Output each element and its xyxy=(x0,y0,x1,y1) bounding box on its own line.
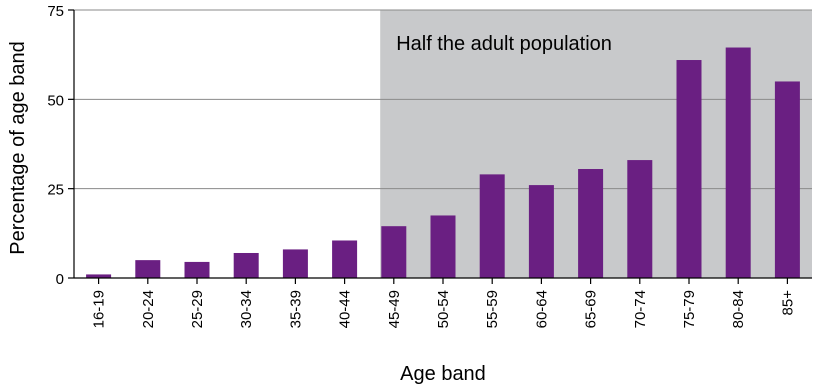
highlight-annotation: Half the adult population xyxy=(396,33,612,55)
y-tick-label: 75 xyxy=(47,3,64,20)
x-tick-label: 25-29 xyxy=(189,290,206,328)
x-tick-label: 45-49 xyxy=(386,290,403,328)
bar-25-29 xyxy=(184,261,210,278)
bar-30-34 xyxy=(233,252,259,278)
bar-20-24 xyxy=(135,260,161,278)
x-tick-label: 20-24 xyxy=(140,290,157,328)
x-ticks: 16-19 20-24 25-29 30-34 35-39 40-44 45-49 50-54… xyxy=(91,278,796,328)
y-tick-label: 50 xyxy=(47,92,64,109)
bar-65-69 xyxy=(578,169,604,278)
y-tick-label: 25 xyxy=(47,182,64,199)
bar-60-64 xyxy=(528,185,554,278)
bar-70-74 xyxy=(627,160,653,278)
x-tick-label: 16-19 xyxy=(91,290,108,328)
x-tick-label: 75-79 xyxy=(681,290,698,328)
x-tick-label: 80-84 xyxy=(730,290,747,328)
x-tick-label: 85+ xyxy=(779,290,796,316)
x-tick-label: 65-69 xyxy=(583,290,600,328)
x-tick-label: 40-44 xyxy=(337,290,354,328)
x-tick-label: 60-64 xyxy=(533,290,550,328)
y-axis-title: Percentage of age band xyxy=(7,41,29,255)
bar-45-49 xyxy=(381,226,407,278)
bar-80-84 xyxy=(725,47,751,278)
y-ticks: 0 25 50 75 xyxy=(47,3,74,288)
bar-50-54 xyxy=(430,215,456,278)
bar-55-59 xyxy=(479,174,505,278)
bar-16-19 xyxy=(86,274,112,278)
bar-75-79 xyxy=(676,60,702,278)
bar-40-44 xyxy=(332,240,358,278)
y-tick-label: 0 xyxy=(56,271,64,288)
x-tick-label: 35-39 xyxy=(287,290,304,328)
bar-85+ xyxy=(774,81,800,278)
x-tick-label: 50-54 xyxy=(435,290,452,328)
x-tick-label: 55-59 xyxy=(484,290,501,328)
bar-35-39 xyxy=(282,249,308,278)
x-axis-title: Age band xyxy=(400,363,486,385)
x-tick-label: 30-34 xyxy=(238,290,255,328)
x-tick-label: 70-74 xyxy=(632,290,649,328)
bars-group xyxy=(86,47,800,278)
